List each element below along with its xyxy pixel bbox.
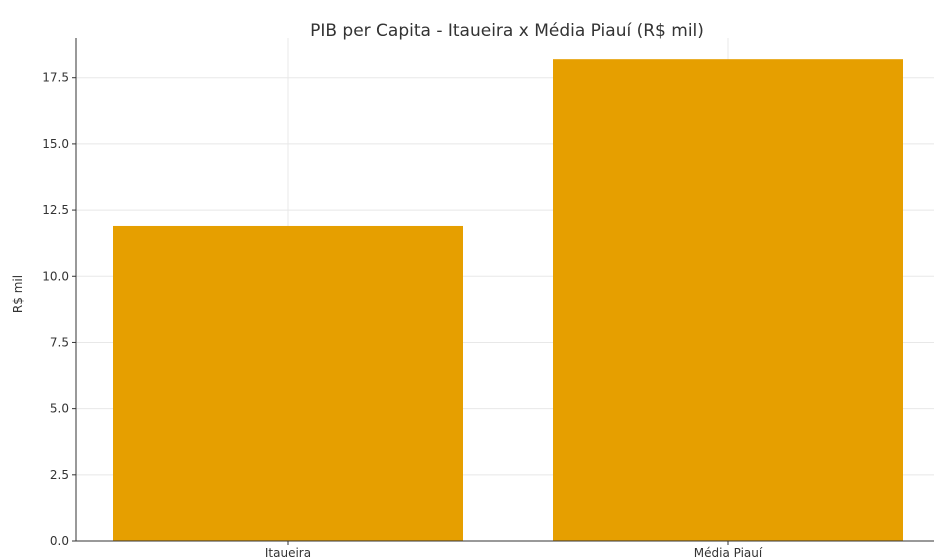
y-tick-label: 15.0 [42,137,69,151]
bar-itaueira [113,225,463,541]
y-tick-label: 10.0 [42,269,69,283]
y-tick-label: 5.0 [50,402,69,416]
bar-m-dia-piau- [553,59,903,541]
x-tick-label: Itaueira [265,546,311,559]
y-tick-label: 7.5 [50,335,69,349]
x-tick-label: Média Piauí [694,546,763,559]
axes-layer [75,38,934,542]
y-axis-label: R$ mil [11,275,25,313]
ticks-layer: 0.0 2.5 5.0 7.5 10.0 12.5 15.0 17.5 Itaueira Médi… [42,71,763,559]
y-tick-label: 0.0 [50,534,69,548]
chart-title: PIB per Capita - Itaueira x Média Piauí … [310,21,704,41]
bars-layer [113,59,903,541]
y-tick-label: 17.5 [42,71,69,85]
y-tick-label: 2.5 [50,468,69,482]
y-tick-label: 12.5 [42,203,69,217]
